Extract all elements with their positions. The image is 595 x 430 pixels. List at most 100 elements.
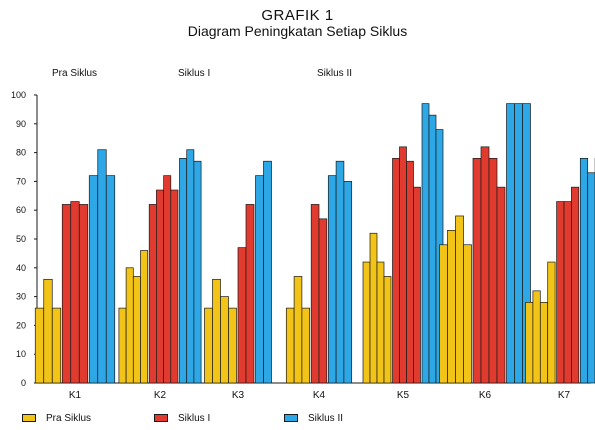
bar-k2-pra-siklus [140,250,149,384]
bar-k7-pra-siklus [539,302,549,384]
y-tick-label: 20 [16,320,26,330]
bar-k7-siklus-i [556,201,565,384]
bar-k6-siklus-ii [506,103,515,384]
bar-k2-pra-siklus [125,267,134,384]
x-tick-label: K7 [558,390,571,401]
bar-k6-pra-siklus [447,230,456,384]
y-tick-label: 60 [16,205,26,215]
bar-k4-siklus-i [310,204,320,384]
bar-k4-siklus-ii [343,181,353,384]
bar-k2-pra-siklus [118,307,127,384]
bar-k3-pra-siklus [228,307,237,384]
bar-k4-siklus-i [318,218,328,384]
bar-k6-siklus-ii [514,103,523,384]
bar-k5-pra-siklus [362,261,371,384]
bar-k5-siklus-ii [421,103,430,384]
legend-item-siklus-ii: Siklus II [284,410,343,426]
bar-k2-siklus-i [170,189,179,384]
y-tick-label: 30 [16,292,26,302]
bar-k3-pra-siklus [212,278,221,384]
legend-label-siklus-ii: Siklus II [308,412,344,424]
bar-k7-siklus-ii [579,158,589,384]
bar-k4-siklus-ii [327,175,337,384]
chart-subtitle: Diagram Peningkatan Setiap Siklus [187,23,408,39]
y-tick-label: 80 [16,148,26,158]
bar-k7-siklus-i [563,201,572,384]
bar-k1-siklus-i [78,204,89,384]
y-tick-label: 40 [16,263,26,273]
bar-k5-pra-siklus [369,232,378,384]
bar-k5-siklus-ii [428,114,437,384]
x-tick-label: K5 [397,390,410,401]
bar-k3-siklus-i [245,204,255,384]
bar-k1-pra-siklus [51,307,62,384]
bar-k3-pra-siklus [204,307,213,384]
bar-k2-siklus-ii [186,149,195,384]
bar-k7-pra-siklus [532,290,541,384]
section-label-siklus-i: Siklus I [178,68,211,79]
bar-k3-siklus-ii [263,160,272,384]
bar-k4-pra-siklus [301,307,311,384]
legend-swatch-pra-siklus [22,414,36,422]
bar-k5-pra-siklus [376,261,385,384]
x-tick-label: K3 [232,390,245,401]
y-tick-label: 10 [16,349,26,359]
section-label-siklus-ii: Siklus II [317,68,353,79]
bar-k5-siklus-i [406,160,414,384]
bar-k4-pra-siklus [285,307,295,384]
y-tick-label: 50 [16,234,26,244]
bar-k1-siklus-ii [105,175,116,384]
bar-k6-pra-siklus [455,215,464,384]
x-tick-label: K4 [313,390,326,401]
bar-k6-siklus-i [472,158,482,384]
bar-k1-siklus-i [61,204,72,384]
bar-k2-siklus-ii [179,158,188,384]
y-tick-label: 90 [16,119,26,129]
bar-k6-siklus-i [480,146,490,384]
legend-item-siklus-i: Siklus I [154,410,210,426]
bar-k5-siklus-i [413,186,421,384]
legend-swatch-siklus-i [154,414,168,422]
bar-k1-siklus-ii [88,175,99,384]
bar-k5-siklus-i [392,158,400,384]
x-tick-label: K2 [154,390,167,401]
legend-label-pra-siklus: Pra Siklus [46,412,92,424]
bar-k1-siklus-ii [97,149,107,384]
bar-k6-pra-siklus [463,244,472,384]
bar-k2-siklus-ii [193,160,202,384]
y-tick-label: 0 [21,378,26,388]
bar-k5-pra-siklus [383,276,392,384]
bar-k2-siklus-i [148,204,157,384]
y-tick-label: 100 [11,90,26,100]
bar-k7-pra-siklus [547,261,556,384]
legend-item-pra-siklus: Pra Siklus [22,410,91,426]
bar-k4-pra-siklus [293,276,303,384]
bar-k7-siklus-ii [587,172,595,384]
section-label-pra-siklus: Pra Siklus [52,68,98,79]
bar-k3-siklus-ii [255,175,264,384]
legend-swatch-siklus-ii [284,414,298,422]
chart-legend: Pra Siklus Siklus I Siklus II [22,410,582,428]
bar-k6-siklus-i [496,186,506,384]
bar-k1-siklus-i [70,201,80,384]
x-tick-label: K1 [69,390,82,401]
bar-k6-pra-siklus [439,244,448,384]
x-tick-label: K6 [479,390,492,401]
bar-k4-siklus-ii [335,160,345,384]
bar-k7-pra-siklus [525,302,534,384]
bar-k1-pra-siklus [43,278,53,384]
bar-k5-siklus-i [399,146,407,384]
bar-k2-pra-siklus [132,276,141,384]
bar-k3-pra-siklus [220,296,229,384]
y-tick-label: 70 [16,176,26,186]
bar-k3-siklus-i [237,247,247,384]
bar-k6-siklus-i [488,158,498,384]
legend-label-siklus-i: Siklus I [178,412,211,424]
chart-title: GRAFIK 1 [261,7,334,24]
bar-k2-siklus-i [156,189,164,384]
bar-k2-siklus-i [163,175,172,384]
bar-k1-pra-siklus [34,307,45,384]
bar-k7-siklus-i [571,186,580,384]
